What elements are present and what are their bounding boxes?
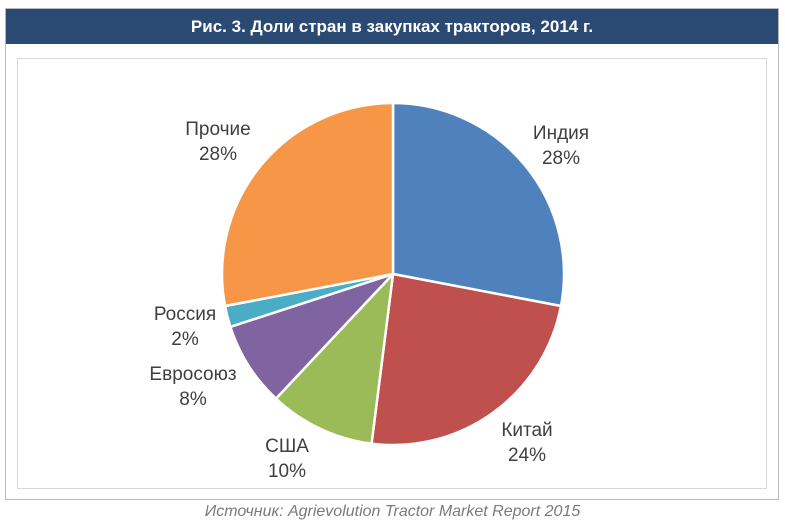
slice-label-usa: США 10%: [265, 434, 309, 484]
pie-slice-Прочие: [220, 101, 395, 308]
slice-label-name: Россия: [153, 304, 217, 325]
slice-label-eu: Евросоюз 8%: [149, 362, 236, 412]
slice-label-percent: 10%: [267, 461, 307, 482]
pie-slice-США: [274, 272, 395, 445]
slice-label-percent: 2%: [171, 329, 199, 350]
slice-label-name: Евросоюз: [149, 364, 237, 385]
figure-card: Рис. 3. Доли стран в закупках тракторов,…: [5, 8, 779, 500]
source-caption: Источник: Agrievolution Tractor Market R…: [204, 503, 581, 520]
figure-title-bar: Рис. 3. Доли стран в закупках тракторов,…: [6, 9, 778, 44]
slice-label-percent: 24%: [507, 445, 547, 466]
pie-slice-Индия: [391, 101, 566, 308]
slice-label-percent: 28%: [541, 148, 581, 169]
slice-label-percent: 28%: [198, 144, 238, 165]
pie-slice-Китай: [370, 272, 563, 447]
figure-title: Рис. 3. Доли стран в закупках тракторов,…: [190, 16, 594, 36]
pie-chart: [220, 101, 566, 447]
slice-label-percent: 8%: [179, 389, 207, 410]
slice-label-name: США: [265, 436, 309, 457]
slice-label-india: Индия 28%: [533, 121, 589, 171]
chart-area: Индия 28% Китай 24% США 10% Евросоюз 8% …: [17, 58, 767, 489]
slice-label-name: Китай: [501, 420, 553, 441]
slice-label-china: Китай 24%: [501, 418, 552, 468]
slice-label-russia: Россия 2%: [154, 302, 216, 352]
slice-label-name: Индия: [532, 123, 590, 144]
slice-label-other: Прочие 28%: [185, 117, 250, 167]
slice-label-name: Прочие: [185, 119, 251, 140]
